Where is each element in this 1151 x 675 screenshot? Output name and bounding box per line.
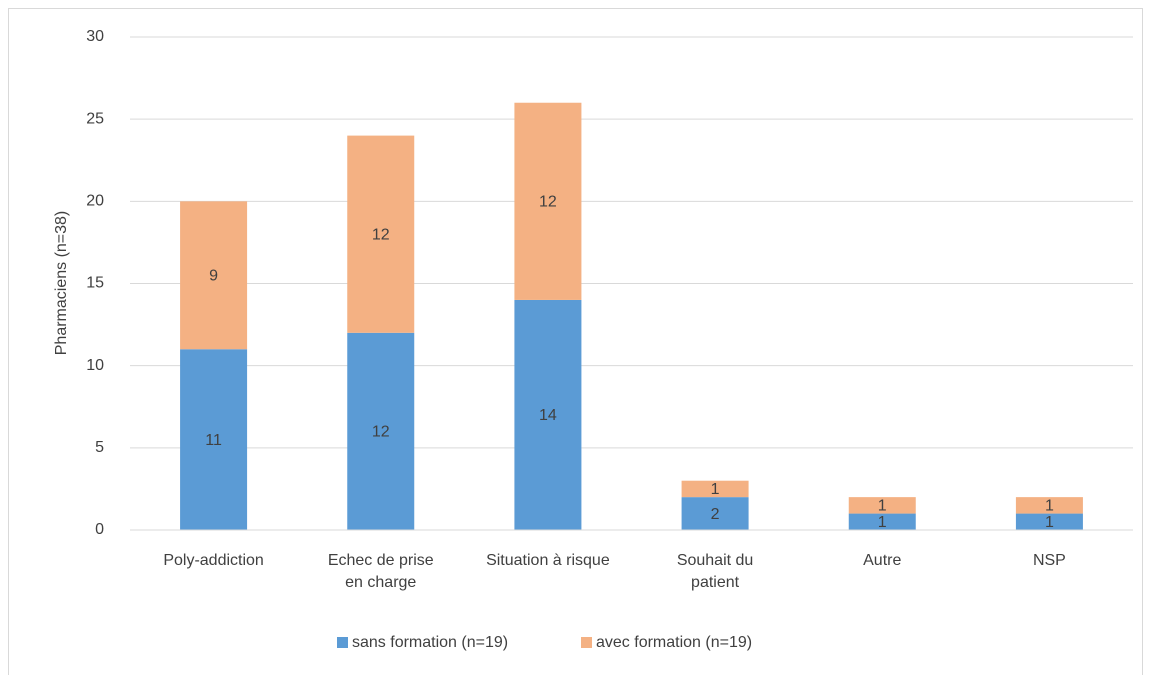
y-tick-label: 10 bbox=[86, 357, 104, 374]
legend-label: avec formation (n=19) bbox=[596, 634, 752, 651]
legend-swatch bbox=[581, 637, 592, 648]
x-tick-label: NSP bbox=[1032, 552, 1066, 569]
bar-segment bbox=[514, 102, 582, 300]
legend-swatch bbox=[337, 637, 348, 648]
x-tick-label: Autre bbox=[863, 552, 902, 569]
bar-segment bbox=[180, 201, 248, 350]
data-label: 1 bbox=[711, 481, 720, 498]
data-label: 11 bbox=[205, 432, 222, 449]
bar-segment bbox=[848, 497, 916, 514]
data-label: 14 bbox=[539, 407, 557, 424]
legend-label: sans formation (n=19) bbox=[352, 634, 508, 651]
data-label: 12 bbox=[372, 424, 390, 441]
x-tick-label: Echec de prise en charge bbox=[327, 552, 434, 591]
bar-segment bbox=[180, 349, 248, 530]
y-tick-label: 5 bbox=[95, 439, 104, 456]
y-tick-label: 15 bbox=[86, 275, 104, 292]
y-tick-label: 25 bbox=[86, 110, 104, 127]
bar-segment bbox=[848, 513, 916, 530]
bar-segment bbox=[347, 135, 415, 333]
chart-border bbox=[8, 8, 1143, 675]
data-label: 9 bbox=[209, 268, 218, 285]
bar-segment bbox=[514, 299, 582, 530]
y-tick-label: 20 bbox=[86, 193, 104, 210]
data-label: 12 bbox=[539, 194, 557, 211]
x-tick-label: Situation à risque bbox=[486, 552, 610, 569]
x-tick-label: Poly-addiction bbox=[163, 552, 264, 569]
y-axis-label: Pharmaciens (n=38) bbox=[53, 211, 70, 356]
data-label: 12 bbox=[372, 226, 390, 243]
data-label: 1 bbox=[878, 498, 887, 515]
bar-segment bbox=[681, 497, 749, 530]
data-label: 1 bbox=[1045, 514, 1054, 531]
y-tick-label: 0 bbox=[95, 521, 104, 538]
x-tick-label: Souhait du patient bbox=[676, 552, 754, 591]
data-label: 2 bbox=[711, 506, 720, 523]
bar-segment bbox=[1015, 497, 1083, 514]
y-tick-label: 30 bbox=[86, 28, 104, 45]
bar-segment bbox=[1015, 513, 1083, 530]
bar-segment bbox=[681, 480, 749, 498]
data-label: 1 bbox=[878, 514, 887, 531]
bar-segment bbox=[347, 332, 415, 530]
data-label: 1 bbox=[1045, 498, 1054, 515]
